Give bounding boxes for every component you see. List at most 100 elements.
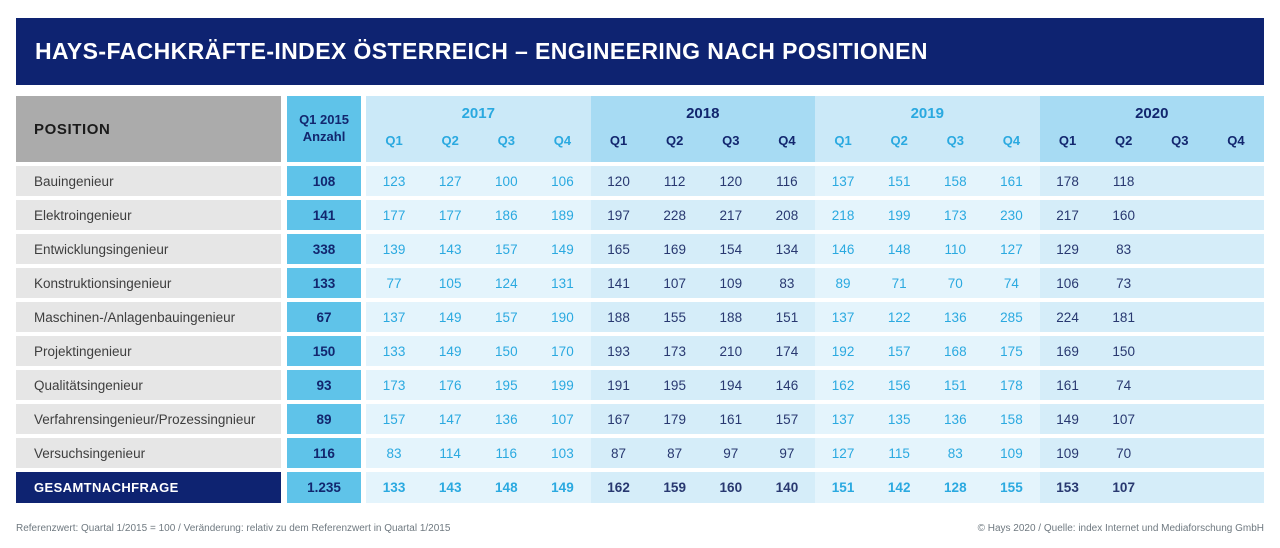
reference-note: Referenzwert: Quartal 1/2015 = 100 / Ver… <box>16 523 451 534</box>
quarter-value: 155 <box>646 302 703 332</box>
quarter-value: 127 <box>422 166 479 196</box>
quarter-value: 107 <box>646 268 703 298</box>
quarter-value: 140 <box>758 472 815 503</box>
quarter-value <box>1207 370 1264 400</box>
quarter-value: 158 <box>983 404 1040 434</box>
quarter-value <box>1207 336 1264 366</box>
quarter-value: 137 <box>815 166 872 196</box>
table-row: Qualitätsingenieur 93 173 176 195 199 191 195 19… <box>16 370 1264 400</box>
quarter-value <box>1207 200 1264 230</box>
anzahl-header-line2: Anzahl <box>302 129 346 144</box>
quarter-value: 199 <box>871 200 928 230</box>
row-label: Versuchsingenieur <box>16 438 281 468</box>
quarter-value: 228 <box>646 200 703 230</box>
quarter-value <box>1207 166 1264 196</box>
row-values: 123 127 100 106 120 112 120 116 137 151 158 161 178 1… <box>366 166 1264 196</box>
table-row: Bauingenieur 108 123 127 100 106 120 112 120 116 1… <box>16 166 1264 196</box>
quarter-value: 157 <box>366 404 423 434</box>
quarter-value: 160 <box>702 472 759 503</box>
quarter-value: 195 <box>646 370 703 400</box>
quarter-value: 224 <box>1039 302 1096 332</box>
quarter-label: Q3 <box>946 133 964 148</box>
quarter-value: 97 <box>758 438 815 468</box>
row-label: Maschinen-/Anlagenbauingenieur <box>16 302 281 332</box>
quarter-value: 73 <box>1095 268 1152 298</box>
quarter-value: 83 <box>1095 234 1152 264</box>
quarter-value <box>1207 302 1264 332</box>
quarter-value: 120 <box>702 166 759 196</box>
quarter-value: 134 <box>758 234 815 264</box>
quarter-value: 162 <box>815 370 872 400</box>
quarter-label: Q2 <box>441 133 459 148</box>
quarter-value: 124 <box>478 268 535 298</box>
quarter-value <box>1151 302 1208 332</box>
quarter-label: Q3 <box>1171 133 1189 148</box>
quarter-value: 122 <box>871 302 928 332</box>
quarter-value: 217 <box>1039 200 1096 230</box>
quarter-label: Q4 <box>1002 133 1021 148</box>
year-label: 2020 <box>1135 104 1169 122</box>
quarter-value: 158 <box>927 166 984 196</box>
quarter-value: 127 <box>983 234 1040 264</box>
quarter-value: 83 <box>366 438 423 468</box>
quarter-value <box>1151 200 1208 230</box>
quarter-value: 103 <box>534 438 591 468</box>
quarter-value <box>1207 472 1264 503</box>
quarter-value: 146 <box>815 234 872 264</box>
quarter-value: 195 <box>478 370 535 400</box>
quarter-value <box>1207 438 1264 468</box>
quarter-value: 161 <box>1039 370 1096 400</box>
quarter-value: 136 <box>478 404 535 434</box>
quarter-value: 137 <box>815 404 872 434</box>
quarter-value: 147 <box>422 404 479 434</box>
quarter-value: 83 <box>758 268 815 298</box>
quarter-value: 199 <box>534 370 591 400</box>
quarter-value: 173 <box>646 336 703 366</box>
anzahl-value: 89 <box>287 404 361 434</box>
quarter-value: 133 <box>366 336 423 366</box>
quarter-value: 136 <box>927 404 984 434</box>
quarter-value: 109 <box>1039 438 1096 468</box>
quarter-label: Q4 <box>778 133 796 148</box>
quarter-value: 148 <box>871 234 928 264</box>
quarter-value: 230 <box>983 200 1040 230</box>
quarter-value: 217 <box>702 200 759 230</box>
quarter-label: Q4 <box>553 133 572 148</box>
table-header-row: POSITION Q1 2015 Anzahl 2017 Q1 Q2 Q3 Q4 2018… <box>16 96 1264 162</box>
quarter-value: 114 <box>422 438 479 468</box>
quarter-label: Q4 <box>1227 133 1245 148</box>
table-row: Entwicklungsingenieur 338 139 143 157 149 165 1… <box>16 234 1264 264</box>
quarter-value: 148 <box>478 472 535 503</box>
quarter-value: 193 <box>590 336 647 366</box>
quarter-value: 149 <box>534 472 591 503</box>
quarter-value: 139 <box>366 234 423 264</box>
row-label: Verfahrensingenieur/Prozessingnieur <box>16 404 281 434</box>
source-note: © Hays 2020 / Quelle: index Internet und… <box>977 523 1264 534</box>
row-values: 139 143 157 149 165 169 154 134 146 148 110 127 129 8… <box>366 234 1264 264</box>
quarter-value <box>1151 404 1208 434</box>
quarter-value: 107 <box>534 404 591 434</box>
quarter-value <box>1207 268 1264 298</box>
quarter-value: 167 <box>590 404 647 434</box>
anzahl-value: 141 <box>287 200 361 230</box>
row-label: Entwicklungsingenieur <box>16 234 281 264</box>
quarter-value: 194 <box>702 370 759 400</box>
table-row: Elektroingenieur 141 177 177 186 189 197 228 217… <box>16 200 1264 230</box>
row-label: Projektingenieur <box>16 336 281 366</box>
quarter-value: 160 <box>1095 200 1152 230</box>
quarter-value: 169 <box>1039 336 1096 366</box>
quarter-value: 89 <box>815 268 872 298</box>
row-values: 177 177 186 189 197 228 217 208 218 199 173 230 217 1… <box>366 200 1264 230</box>
row-values: 173 176 195 199 191 195 194 146 162 156 151 178 161 7… <box>366 370 1264 400</box>
quarter-value: 188 <box>702 302 759 332</box>
quarter-label: Q2 <box>890 133 908 148</box>
quarter-value: 155 <box>983 472 1040 503</box>
year-group-2019: 2019 Q1 Q2 Q3 Q4 <box>815 96 1040 162</box>
quarter-value: 109 <box>983 438 1040 468</box>
quarter-value <box>1207 404 1264 434</box>
table-row: Konstruktionsingenieur 133 77 105 124 131 141 1… <box>16 268 1264 298</box>
table-row: Projektingenieur 150 133 149 150 170 193 173 210… <box>16 336 1264 366</box>
quarter-value: 177 <box>422 200 479 230</box>
anzahl-column-header: Q1 2015 Anzahl <box>287 96 361 162</box>
anzahl-value: 93 <box>287 370 361 400</box>
